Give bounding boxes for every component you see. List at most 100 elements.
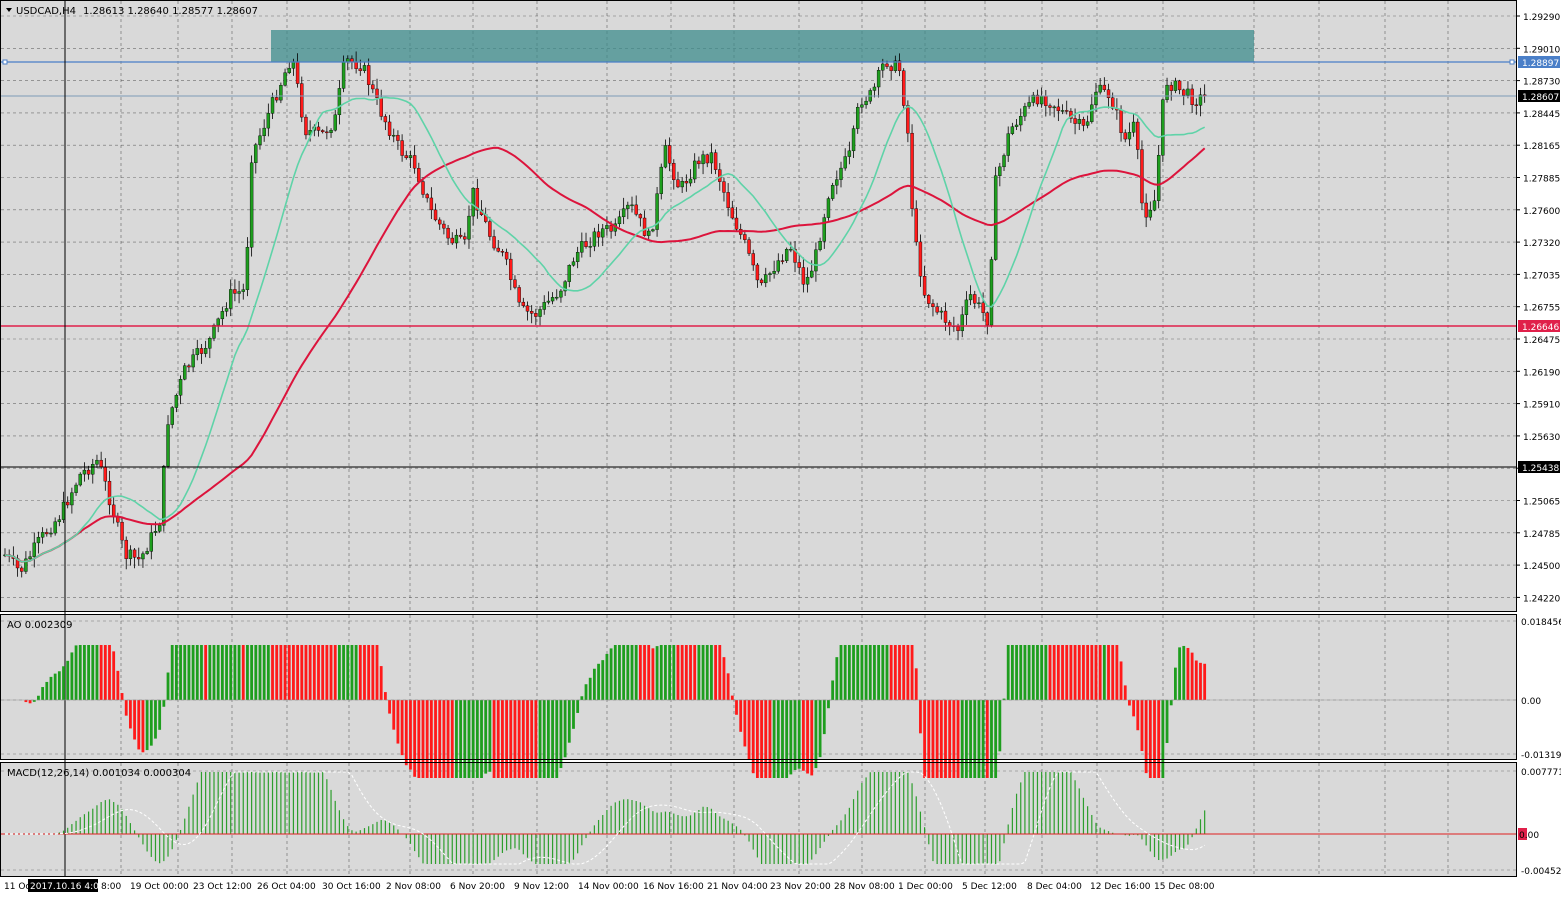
candle-body (685, 181, 688, 183)
ao-bar (438, 700, 441, 778)
candle-body (451, 238, 454, 243)
symbol-label[interactable]: USDCAD,H4 (16, 6, 76, 17)
macd-bar (748, 834, 749, 842)
macd-bar (836, 825, 837, 834)
ao-bar (1103, 645, 1106, 700)
macd-bar (159, 834, 160, 863)
macd-bar (882, 772, 883, 834)
ao-bar (325, 645, 328, 700)
macd-bar (619, 801, 620, 834)
ao-bar (146, 700, 149, 750)
ao-bar (384, 692, 387, 700)
candle-body (1128, 132, 1131, 139)
price-tick-label: 1.27320 (1523, 239, 1560, 249)
ao-bar (560, 700, 563, 768)
ao-bar (593, 669, 596, 700)
macd-bar (765, 834, 766, 864)
candle-body (819, 241, 822, 249)
candle-body (722, 182, 725, 193)
ao-bar (1015, 645, 1018, 700)
macd-bar (134, 830, 135, 834)
macd-bar (815, 834, 816, 854)
candle-body (330, 130, 333, 133)
candle-body (539, 309, 542, 316)
macd-bar (995, 834, 996, 864)
ao-bar (300, 645, 303, 700)
ao-bar (254, 645, 257, 700)
ao-bar (718, 645, 721, 700)
blue-level-badge-text: 1.28897 (1522, 59, 1559, 69)
level-handle-right[interactable] (1510, 60, 1514, 64)
candle-body (238, 292, 241, 294)
price-tick-label: 1.26475 (1523, 336, 1560, 346)
candle-body (860, 105, 863, 107)
macd-bar (891, 772, 892, 834)
macd-bar (623, 799, 624, 834)
candle-body (576, 252, 579, 261)
ao-bar (994, 700, 997, 778)
macd-bar (974, 834, 975, 864)
macd-bar (397, 829, 398, 834)
ao-bar (789, 700, 792, 774)
time-label: 2 Nov 08:00 (386, 882, 441, 892)
macd-bar (602, 815, 603, 834)
ao-bar (338, 645, 341, 700)
macd-bar (519, 834, 520, 850)
macd-bar (1175, 834, 1176, 852)
ao-bar (1182, 646, 1185, 700)
candle-body (810, 271, 813, 277)
candle-body (317, 127, 320, 131)
ao-bar (121, 693, 124, 700)
ao-bar (769, 700, 772, 778)
macd-bar (581, 834, 582, 845)
ao-bar (330, 645, 333, 700)
ao-bar (468, 700, 471, 778)
candle-body (279, 85, 282, 100)
macd-bar (606, 810, 607, 834)
ao-bar (1178, 647, 1181, 700)
ao-bar (192, 645, 195, 700)
ao-tick-label: -0.013194 (1521, 751, 1561, 761)
ao-bar (961, 700, 964, 778)
candle-body (192, 355, 195, 367)
ao-bar (1191, 653, 1194, 700)
macd-bar (184, 819, 185, 834)
candle-body (37, 537, 40, 543)
macd-bar (268, 772, 269, 834)
candle-body (697, 161, 700, 164)
ao-bar (41, 687, 44, 700)
candle-body (802, 267, 805, 284)
candle-body (940, 311, 943, 312)
candle-body (672, 163, 675, 180)
level-handle-left[interactable] (3, 60, 7, 64)
ao-bar (208, 645, 211, 700)
candle-body (647, 231, 650, 236)
candle-body (756, 265, 759, 280)
ao-bar (827, 700, 830, 708)
macd-bar (142, 834, 143, 844)
candle-body (986, 313, 989, 325)
ao-bar (944, 700, 947, 778)
candle-body (827, 199, 830, 218)
candle-body (422, 182, 425, 195)
resistance-zone[interactable] (271, 30, 1254, 62)
ao-bar (480, 700, 483, 778)
macd-bar (326, 779, 327, 834)
candle-body (664, 145, 667, 167)
ao-bar (965, 700, 968, 778)
macd-bar (473, 834, 474, 864)
ao-bar (522, 700, 525, 778)
macd-bar (682, 816, 683, 834)
macd-bar (1079, 788, 1080, 834)
macd-bar (920, 812, 921, 834)
candle-body (488, 222, 491, 237)
ao-bar (635, 645, 638, 700)
ao-bar (509, 700, 512, 778)
candle-body (493, 237, 496, 249)
candle-body (196, 348, 199, 354)
macd-bar (193, 795, 194, 834)
time-label: 21 Nov 04:00 (707, 882, 768, 892)
candle-body (204, 348, 207, 353)
candle-body (1191, 89, 1194, 105)
